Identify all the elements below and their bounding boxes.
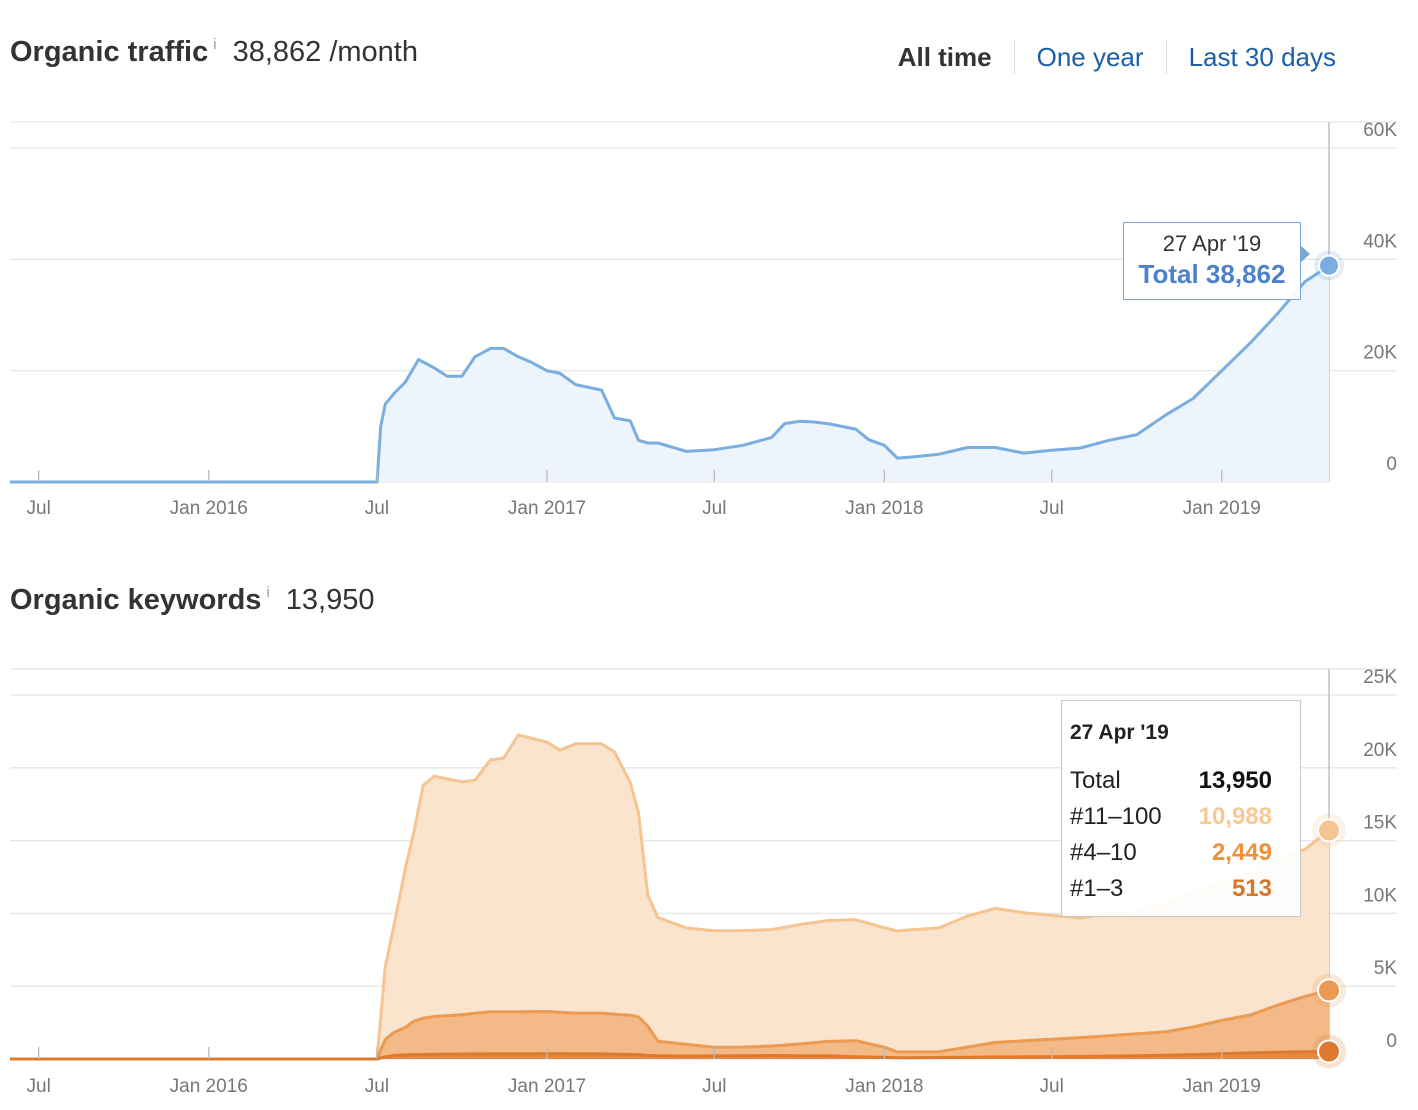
range-tabs: All time One year Last 30 days [876, 40, 1358, 74]
x-tick-label: Jan 2019 [1183, 498, 1261, 519]
tooltip-row-label: #1–3 [1070, 875, 1124, 902]
y-tick-label: 40K [1363, 231, 1397, 252]
tab-all-time[interactable]: All time [897, 41, 992, 72]
kw-1-3-marker [1317, 1039, 1341, 1064]
traffic-tooltip-date: 27 Apr '19 [1162, 231, 1262, 256]
traffic-tooltip-total: Total 38,862 [1138, 259, 1286, 289]
keywords-header: Organic keywords i 13,950 [10, 584, 374, 617]
traffic-line [10, 264, 1330, 484]
kw-11-100-marker [1317, 818, 1341, 843]
x-tick-label: Jul [702, 498, 726, 519]
x-tick-label: Jan 2017 [508, 1076, 586, 1097]
keywords-axes: 0 5K 10K 15K 20K 25K Jul Jan 2016 Jul Jan 2017 Jul… [27, 667, 1398, 1097]
tooltip-row-label: #4–10 [1070, 839, 1137, 866]
tab-divider [1165, 40, 1167, 74]
tooltip-row-value: 10,988 [1198, 803, 1272, 830]
y-tick-label: 0 [1386, 1031, 1397, 1052]
y-tick-label: 5K [1374, 958, 1398, 979]
x-tick-label: Jul [27, 498, 51, 519]
traffic-value: 38,862 /month [232, 36, 418, 68]
tab-last-30-days[interactable]: Last 30 days [1188, 41, 1336, 72]
keywords-markers [1312, 813, 1346, 1069]
x-tick-label: Jan 2016 [170, 498, 248, 519]
x-tick-label: Jul [27, 1076, 51, 1097]
y-tick-label: 25K [1363, 667, 1397, 688]
keywords-value: 13,950 [285, 584, 375, 616]
keywords-tooltip-date: 27 Apr '19 [1070, 721, 1169, 744]
tooltip-row-1-3: #1–3 513 [1070, 875, 1272, 903]
traffic-title: Organic traffic [10, 36, 209, 68]
x-tick-label: Jan 2018 [845, 1076, 923, 1097]
keywords-chart[interactable]: 0 5K 10K 15K 20K 25K Jul Jan 2016 Jul Jan 2017 Jul… [0, 658, 1418, 1108]
y-tick-label: 60K [1363, 120, 1397, 141]
tooltip-row-value: 513 [1231, 875, 1272, 902]
keywords-info-icon[interactable]: i [266, 584, 270, 601]
tooltip-row-4-10: #4–10 2,449 [1070, 839, 1272, 867]
x-tick-label: Jul [1040, 498, 1064, 519]
traffic-area [10, 264, 1330, 484]
tooltip-row-label: #11–100 [1070, 803, 1162, 830]
tooltip-row-total: Total 13,950 [1070, 767, 1272, 795]
x-tick-label: Jul [1040, 1076, 1064, 1097]
traffic-marker [1318, 254, 1340, 277]
traffic-markers [1314, 250, 1344, 281]
kw-4-10-area [10, 990, 1329, 1059]
kw-4-10-marker [1317, 978, 1341, 1003]
traffic-tooltip: 27 Apr '19 Total 38,862 [1123, 222, 1310, 300]
y-tick-label: 15K [1363, 813, 1397, 834]
tooltip-row-value: 2,449 [1211, 839, 1272, 866]
traffic-axes: 0 20K 40K 60K Jul Jan 2016 Jul Jan 2017 Jul Jan 2… [27, 120, 1398, 519]
traffic-chart[interactable]: 0 20K 40K 60K Jul Jan 2016 Jul Jan 2017 Jul Jan 2… [0, 110, 1418, 530]
y-tick-label: 20K [1363, 343, 1397, 364]
x-tick-label: Jul [702, 1076, 726, 1097]
x-tick-label: Jul [365, 1076, 389, 1097]
keywords-title: Organic keywords [10, 584, 262, 616]
traffic-area-fill [10, 265, 1329, 482]
x-tick-label: Jul [365, 498, 389, 519]
tooltip-row-label: Total [1070, 767, 1121, 794]
tooltip-row-value: 13,950 [1198, 767, 1272, 794]
y-tick-label: 0 [1386, 454, 1397, 475]
x-tick-label: Jan 2017 [508, 498, 586, 519]
y-tick-label: 10K [1363, 885, 1397, 906]
x-tick-label: Jan 2019 [1183, 1076, 1261, 1097]
x-tick-label: Jan 2016 [170, 1076, 248, 1097]
tab-divider [1013, 40, 1015, 74]
tab-one-year[interactable]: One year [1036, 41, 1144, 72]
tooltip-row-11-100: #11–100 10,988 [1070, 803, 1272, 831]
kw-11-100-area [10, 735, 1329, 1059]
traffic-info-icon[interactable]: i [213, 36, 217, 53]
y-tick-label: 20K [1363, 740, 1397, 761]
x-tick-label: Jan 2018 [845, 498, 923, 519]
traffic-header: Organic traffic i 38,862 /month [10, 36, 418, 69]
keywords-tooltip: 27 Apr '19 Total 13,950 #11–100 10,988 #… [1061, 700, 1301, 917]
tooltip-pointer [1300, 245, 1310, 263]
